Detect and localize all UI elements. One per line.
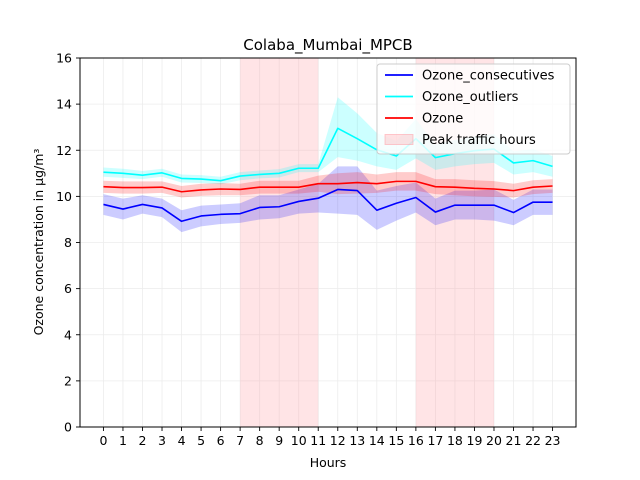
y-tick-label: 8 bbox=[64, 235, 72, 250]
x-tick-label: 20 bbox=[486, 433, 502, 448]
y-tick-label: 16 bbox=[56, 51, 72, 66]
y-tick-label: 14 bbox=[56, 97, 72, 112]
band-Ozone_consecutives bbox=[103, 166, 553, 233]
series-line-Ozone_consecutives bbox=[103, 188, 553, 223]
legend-label: Peak traffic hours bbox=[422, 133, 536, 148]
x-tick-label: 10 bbox=[291, 433, 307, 448]
x-tick-label: 16 bbox=[408, 433, 424, 448]
x-tick-label: 9 bbox=[275, 433, 283, 448]
y-tick-label: 12 bbox=[56, 143, 72, 158]
peak-traffic-region bbox=[240, 58, 319, 427]
band-Ozone_outliers bbox=[103, 97, 553, 185]
x-tick-label: 13 bbox=[349, 433, 365, 448]
x-tick-label: 7 bbox=[236, 433, 244, 448]
x-tick-label: 22 bbox=[525, 433, 541, 448]
band-Ozone bbox=[103, 172, 553, 198]
x-tick-label: 1 bbox=[119, 433, 127, 448]
y-tick-label: 0 bbox=[64, 420, 72, 435]
x-tick-label: 17 bbox=[427, 433, 443, 448]
legend-label: Ozone_consecutives bbox=[422, 69, 555, 84]
legend: Ozone_consecutives Ozone_outliers Ozone Pea… bbox=[376, 63, 571, 155]
y-axis-label: Ozone concentration in µg/m³ bbox=[31, 149, 46, 336]
y-tick-label: 4 bbox=[64, 327, 72, 342]
x-tick-label: 21 bbox=[506, 433, 522, 448]
legend-label: Ozone_outliers bbox=[422, 90, 519, 105]
y-tick-label: 2 bbox=[64, 373, 72, 388]
x-tick-label: 15 bbox=[388, 433, 404, 448]
x-tick-label: 14 bbox=[369, 433, 385, 448]
series-line-Ozone bbox=[103, 180, 553, 193]
y-tick-label: 10 bbox=[56, 189, 72, 204]
x-tick-label: 0 bbox=[99, 433, 107, 448]
x-tick-label: 4 bbox=[178, 433, 186, 448]
y-tick-label: 6 bbox=[64, 281, 72, 296]
x-axis-label: Hours bbox=[310, 455, 347, 470]
x-tick-label: 3 bbox=[158, 433, 166, 448]
x-tick-label: 5 bbox=[197, 433, 205, 448]
x-tick-label: 8 bbox=[256, 433, 264, 448]
x-tick-label: 18 bbox=[447, 433, 463, 448]
legend-box bbox=[376, 63, 571, 155]
legend-swatch-peak-traffic bbox=[384, 134, 414, 145]
x-tick-label: 11 bbox=[310, 433, 326, 448]
x-tick-label: 12 bbox=[330, 433, 346, 448]
x-tick-label: 19 bbox=[467, 433, 483, 448]
legend-label: Ozone bbox=[422, 112, 463, 127]
chart-title: Colaba_Mumbai_MPCB bbox=[243, 36, 412, 55]
x-tick-label: 23 bbox=[545, 433, 561, 448]
x-tick-label: 6 bbox=[217, 433, 225, 448]
x-tick-label: 2 bbox=[139, 433, 147, 448]
